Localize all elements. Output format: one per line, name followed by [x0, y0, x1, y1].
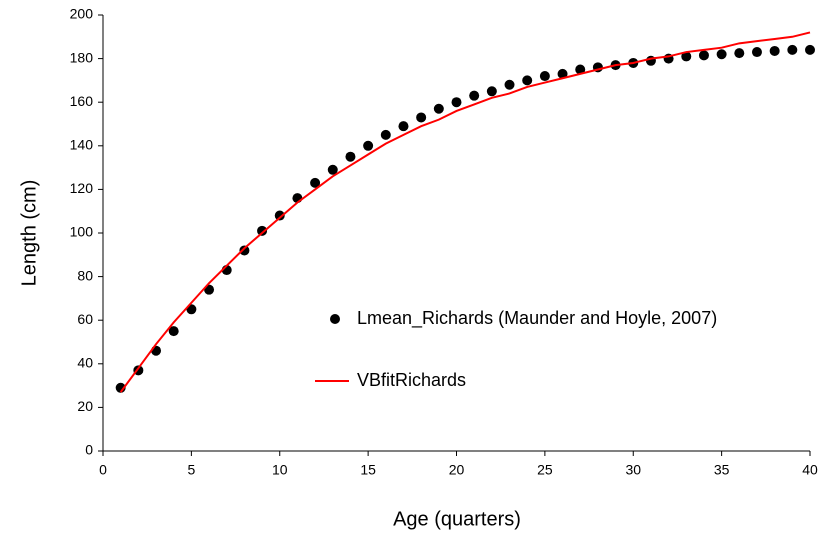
- data-point: [345, 151, 356, 162]
- x-tick-label: 20: [449, 462, 465, 478]
- data-point: [257, 225, 268, 236]
- data-point: [751, 47, 762, 58]
- data-point: [168, 326, 179, 337]
- y-tick-label: 160: [70, 93, 94, 109]
- x-tick-label: 15: [360, 462, 376, 478]
- data-point: [469, 90, 480, 101]
- x-tick-label: 30: [625, 462, 641, 478]
- y-tick-label: 180: [70, 49, 94, 65]
- y-tick-label: 60: [77, 311, 93, 327]
- data-point: [239, 245, 250, 256]
- y-tick-label: 140: [70, 137, 94, 153]
- y-tick-label: 100: [70, 224, 94, 240]
- data-point: [769, 45, 780, 56]
- data-point: [681, 51, 692, 62]
- y-tick-label: 120: [70, 180, 94, 196]
- data-point: [716, 49, 727, 60]
- data-point: [327, 164, 338, 175]
- x-tick-label: 5: [187, 462, 195, 478]
- data-point: [433, 103, 444, 114]
- y-tick-label: 40: [77, 355, 93, 371]
- x-tick-label: 0: [99, 462, 107, 478]
- data-point: [504, 79, 515, 90]
- data-point: [557, 68, 568, 79]
- data-point: [363, 140, 374, 151]
- data-point: [310, 177, 321, 188]
- data-line: [119, 31, 811, 393]
- data-point: [575, 64, 586, 75]
- data-point: [522, 75, 533, 86]
- x-tick-label: 35: [714, 462, 730, 478]
- x-tick-label: 40: [802, 462, 818, 478]
- data-point: [416, 112, 427, 123]
- y-tick-label: 0: [85, 442, 93, 458]
- data-point: [274, 210, 285, 221]
- y-tick-label: 80: [77, 267, 93, 283]
- x-axis-title: Age (quarters): [393, 508, 521, 530]
- x-tick-label: 10: [272, 462, 288, 478]
- x-tick-label: 25: [537, 462, 553, 478]
- data-point: [380, 129, 391, 140]
- data-point: [787, 44, 798, 55]
- data-point: [451, 97, 462, 108]
- legend-text: Lmean_Richards (Maunder and Hoyle, 2007): [357, 308, 717, 329]
- y-axis-title: Length (cm): [18, 180, 40, 287]
- data-point: [151, 345, 162, 356]
- y-tick-label: 20: [77, 398, 93, 414]
- data-point: [698, 50, 709, 61]
- data-point: [486, 86, 497, 97]
- legend-text: VBfitRichards: [357, 370, 466, 390]
- data-point: [398, 121, 409, 132]
- legend-swatch: [330, 314, 340, 324]
- data-point: [805, 44, 815, 55]
- data-point: [539, 71, 550, 82]
- y-tick-label: 200: [70, 6, 94, 22]
- data-point: [734, 48, 745, 59]
